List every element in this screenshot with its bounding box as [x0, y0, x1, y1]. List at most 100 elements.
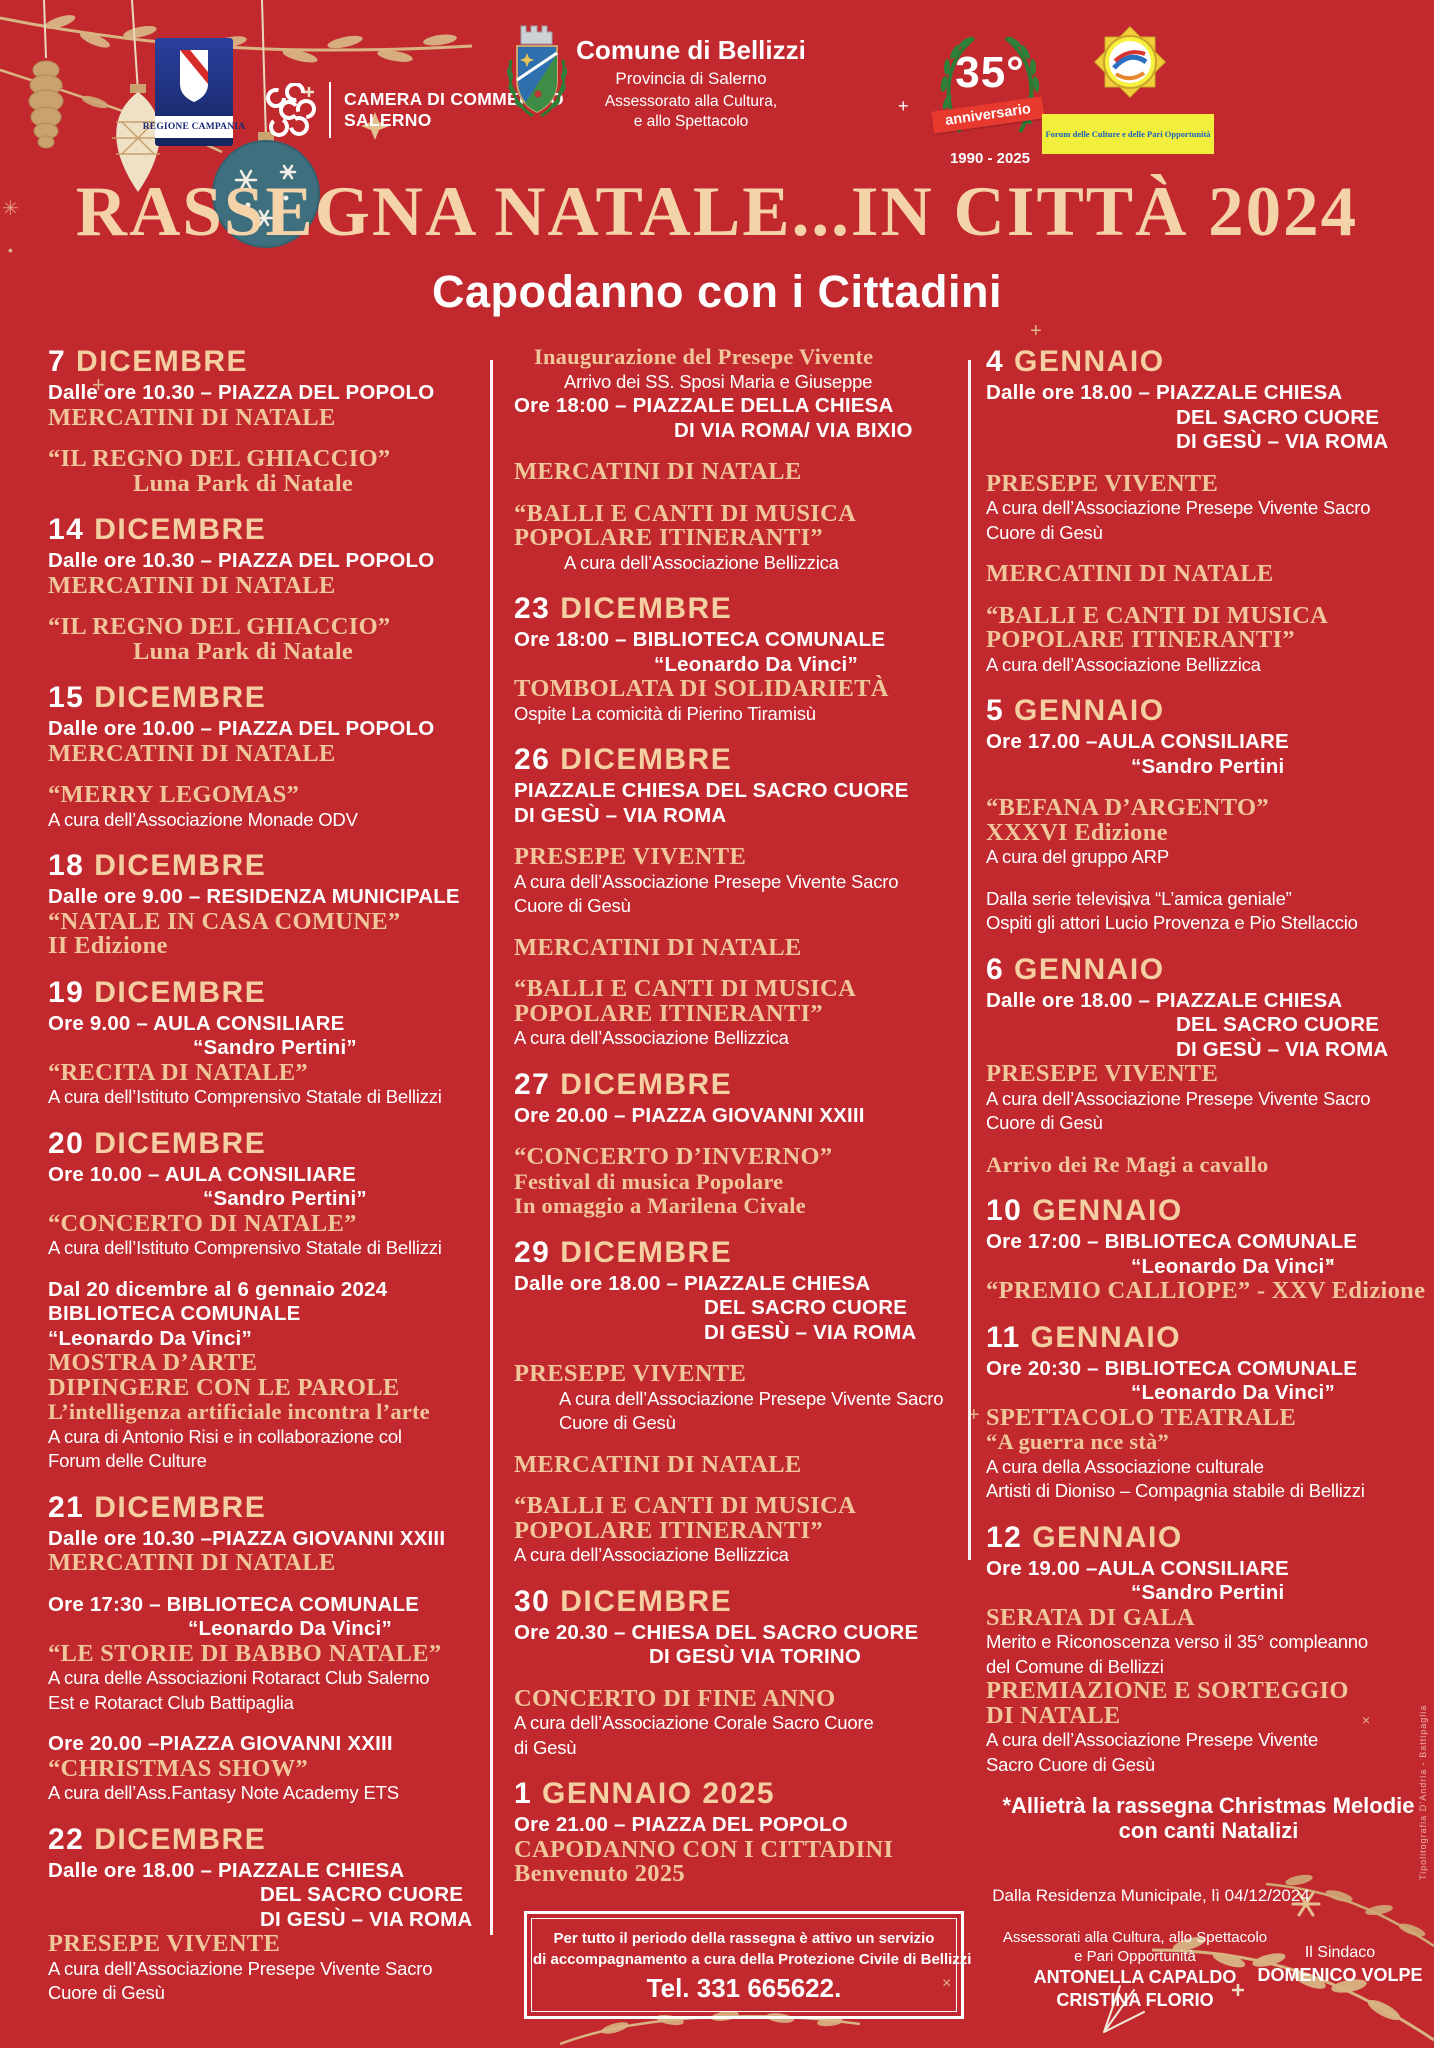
event-title: “CONCERTO DI NATALE” [48, 1209, 357, 1237]
event-place: “Leonardo Da Vinci” [1131, 1254, 1335, 1278]
event-title: POPOLARE ITINERANTI” [986, 626, 1295, 653]
event-block: PRESEPE VIVENTE A cura dell’Associazione … [986, 471, 1431, 546]
event-title: “A guerra nce stà” [986, 1429, 1169, 1454]
event-block: MERCATINI DI NATALE [986, 560, 1431, 587]
event-place: DI GESÙ – VIA ROMA [514, 803, 727, 827]
page-subtitle: Capodanno con i Cittadini [432, 266, 1002, 317]
event-title: “CHRISTMAS SHOW” [48, 1754, 309, 1782]
event-description: Cuore di Gesù [986, 1112, 1103, 1133]
event-description: Cuore di Gesù [48, 1982, 165, 2003]
event-block: Ore 17:30 – BIBLIOTECA COMUNALE “Leonardo… [48, 1593, 490, 1716]
event-description: A cura dell’Associazione Presepe Vivente [986, 1729, 1319, 1750]
event-title: “LE STORIE DI BABBO NATALE” [48, 1639, 442, 1667]
event-title: MERCATINI DI NATALE [48, 739, 336, 767]
page-title: RASSEGNA NATALE...IN CITTÀ 2024 [75, 173, 1359, 251]
event-description: Ospiti gli attori Lucio Provenza e Pio S… [986, 912, 1358, 933]
event-description: A cura dell’Associazione Presepe Vivente… [559, 1387, 944, 1409]
event-title: “CONCERTO D’INVERNO” [514, 1143, 833, 1170]
events-column-1: 7 DICEMBRE Dalle ore 10.30 – PIAZZA DEL P… [48, 345, 490, 2006]
event-description: del Comune di Bellizzi [986, 1655, 1164, 1677]
event-place: DEL SACRO CUORE [1176, 1013, 1380, 1036]
camera-commercio-logo: CAMERA DI COMMERCIO SALERNO [262, 82, 564, 138]
event-description: A cura dell’Istituto Comprensivo Statale… [48, 1086, 442, 1107]
event-date: 7 DICEMBRE [48, 345, 249, 378]
event-description: A cura dell’Associazione Bellizzica [514, 1544, 789, 1565]
event-block: Dalla serie televisiva “L’amica geniale”… [986, 887, 1431, 936]
event-date: 18 DICEMBRE [48, 849, 267, 882]
event-place: DI GESÙ – VIA ROMA [704, 1320, 917, 1344]
event-title: DI NATALE [986, 1701, 1121, 1729]
event-title: “IL REGNO DEL GHIACCIO” [48, 445, 391, 472]
event-description: A cura dell’Istituto Comprensivo Statale… [48, 1237, 442, 1258]
event-date: 23 DICEMBRE [514, 592, 733, 625]
event-block: “BEFANA D’ARGENTO” XXXVI Edizione A cura d… [986, 794, 1431, 870]
assessor-name: ANTONELLA CAPALDO [1033, 1967, 1237, 1987]
event-place: Ore 20.30 – CHIESA DEL SACRO CUORE [514, 1620, 919, 1644]
event-title: “BALLI E CANTI DI MUSICA [514, 1492, 857, 1519]
event-title: MOSTRA D’ARTE [48, 1349, 258, 1376]
event-title: II Edizione [48, 932, 168, 959]
event-title: “BEFANA D’ARGENTO” [986, 794, 1269, 821]
event-block: “IL REGNO DEL GHIACCIO” Luna Park di Nata… [48, 445, 490, 497]
plus-icon: + [898, 96, 909, 116]
event-title: “BALLI E CANTI DI MUSICA [514, 975, 857, 1002]
event-block: 5 GENNAIO Ore 17.00 –AULA CONSILIARE “Sand… [986, 694, 1431, 779]
event-block: PRESEPE VIVENTE A cura dell’Associazione … [514, 843, 964, 919]
event-place: Dalle ore 10.30 –PIAZZA GIOVANNI XXIII [48, 1526, 446, 1550]
event-description: A cura dell’Ass.Fantasy Note Academy ETS [48, 1782, 399, 1803]
event-description: A cura di Antonio Risi e in collaborazio… [48, 1425, 402, 1447]
event-title: DIPINGERE CON LE PAROLE [48, 1373, 400, 1401]
event-date: 26 DICEMBRE [514, 743, 733, 776]
info-box: Per tutto il periodo della rassegna è at… [524, 1910, 971, 2019]
event-place: “Leonardo Da Vinci” [654, 652, 858, 676]
event-place: Dalle ore 9.00 – RESIDENZA MUNICIPALE [48, 885, 460, 908]
event-date: 22 DICEMBRE [48, 1822, 267, 1856]
anniversary-years: 1990 - 2025 [949, 150, 1031, 167]
logo-divider [329, 82, 331, 138]
event-place: “Leonardo Da Vinci” [188, 1617, 392, 1640]
comune-bellizzi-crest-icon [506, 25, 568, 118]
event-title: POPOLARE ITINERANTI” [514, 999, 823, 1027]
event-title: MERCATINI DI NATALE [986, 560, 1274, 587]
event-title: Festival di musica Popolare [514, 1168, 784, 1194]
event-note: con canti Natalizi [1118, 1817, 1299, 1843]
event-date: 1 GENNAIO 2025 [514, 1777, 776, 1810]
event-date: 19 DICEMBRE [48, 975, 267, 1009]
event-title: Luna Park di Natale [133, 469, 354, 497]
event-block: Inaugurazione del Presepe Vivente Arrivo … [514, 344, 964, 443]
event-title: SERATA DI GALA [986, 1603, 1195, 1631]
event-block: 14 DICEMBRE Dalle ore 10.30 – PIAZZA DEL … [48, 513, 490, 598]
event-title: “IL REGNO DEL GHIACCIO” [48, 613, 391, 640]
comune-bellizzi-header: Comune di Bellizzi Provincia di Salerno … [575, 34, 807, 132]
event-date: 27 DICEMBRE [514, 1067, 733, 1101]
column-divider [968, 360, 971, 1560]
event-block: Dal 20 dicembre al 6 gennaio 2024 BIBLIOT… [48, 1278, 490, 1474]
regione-campania-logo: REGIONE CAMPANIA [143, 38, 245, 146]
comune-province: Provincia di Salerno [615, 69, 767, 88]
event-title: “NATALE IN CASA COMUNE” [48, 907, 401, 935]
event-place: “Sandro Pertini [1131, 1581, 1285, 1604]
event-title: MERCATINI DI NATALE [514, 1450, 802, 1478]
event-place: DI GESÙ – VIA ROMA [1176, 430, 1389, 453]
event-description: A cura dell’Associazione Bellizzica [564, 551, 839, 573]
event-title: MERCATINI DI NATALE [48, 403, 336, 431]
event-title: PRESEPE VIVENTE [514, 843, 747, 870]
event-title: PRESEPE VIVENTE [514, 1360, 747, 1387]
event-place: Dalle ore 10.30 – PIAZZA DEL POPOLO [48, 549, 435, 572]
event-date: 12 GENNAIO [986, 1520, 1183, 1554]
event-place: Ore 19.00 –AULA CONSILIARE [986, 1556, 1289, 1580]
forum-culture-emblem-icon [1093, 25, 1167, 99]
event-description: Est e Rotaract Club Battipaglia [48, 1691, 294, 1713]
event-date: 11 GENNAIO [986, 1320, 1182, 1354]
event-place: DI GESÙ – VIA ROMA [1176, 1037, 1389, 1061]
event-block: PRESEPE VIVENTE A cura dell’Associazione … [514, 1360, 964, 1436]
event-block: 21 DICEMBRE Dalle ore 10.30 –PIAZZA GIOVA… [48, 1491, 490, 1576]
event-place: Dalle ore 18.00 – PIAZZALE CHIESA [986, 381, 1343, 404]
event-place: BIBLIOTECA COMUNALE [48, 1302, 301, 1325]
event-description: Ospite La comicità di Pierino Tiramisù [514, 702, 816, 724]
event-block: Ore 20.00 –PIAZZA GIOVANNI XXIII “CHRISTM… [48, 1732, 490, 1806]
anniversary-badge: 35° anniversario 1990 - 2025 [930, 22, 1050, 167]
event-place: PIAZZALE CHIESA DEL SACRO CUORE [514, 779, 909, 802]
camera-commercio-knot-icon [266, 83, 316, 137]
